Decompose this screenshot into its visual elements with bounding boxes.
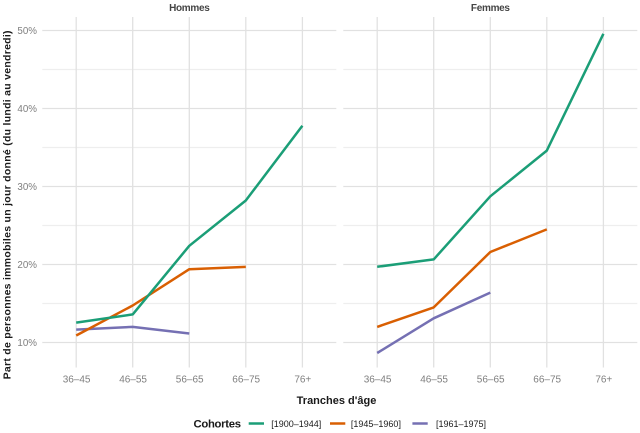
svg-text:20%: 20% [17, 260, 37, 271]
svg-text:[1900–1944]: [1900–1944] [271, 419, 321, 429]
svg-text:Cohortes: Cohortes [194, 419, 241, 431]
svg-text:10%: 10% [17, 338, 37, 349]
svg-text:56–65: 56–65 [176, 375, 204, 386]
svg-text:40%: 40% [17, 104, 37, 115]
svg-text:Femmes: Femmes [471, 3, 511, 14]
svg-text:66–75: 66–75 [232, 375, 260, 386]
svg-text:76+: 76+ [595, 375, 612, 386]
svg-text:Hommes: Hommes [169, 3, 210, 14]
svg-text:56–65: 56–65 [477, 375, 505, 386]
svg-text:36–45: 36–45 [63, 375, 91, 386]
svg-text:36–45: 36–45 [364, 375, 392, 386]
svg-text:30%: 30% [17, 182, 37, 193]
svg-text:50%: 50% [17, 26, 37, 37]
svg-text:46–55: 46–55 [119, 375, 147, 386]
svg-text:66–75: 66–75 [533, 375, 561, 386]
svg-text:76+: 76+ [294, 375, 311, 386]
svg-text:Tranches d'âge: Tranches d'âge [297, 395, 377, 407]
svg-text:[1945–1960]: [1945–1960] [351, 419, 401, 429]
svg-text:Part de personnes immobiles un: Part de personnes immobiles un jour donn… [2, 30, 14, 379]
svg-text:46–55: 46–55 [420, 375, 448, 386]
svg-text:[1961–1975]: [1961–1975] [436, 419, 486, 429]
